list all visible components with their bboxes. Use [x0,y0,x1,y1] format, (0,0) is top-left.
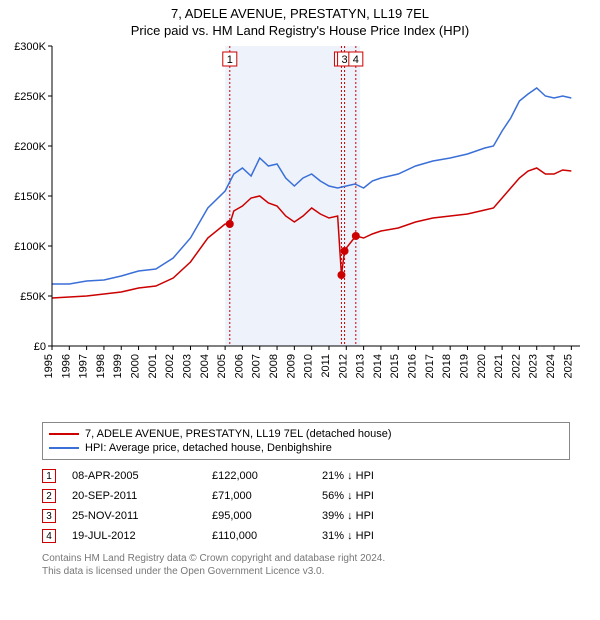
table-row: 2 20-SEP-2011£71,00056% ↓ HPI [42,486,570,506]
svg-text:2017: 2017 [424,354,436,378]
legend-swatch [49,447,79,449]
svg-text:2000: 2000 [130,354,142,378]
svg-text:2002: 2002 [164,354,176,378]
attribution-line1: Contains HM Land Registry data © Crown c… [42,552,570,565]
row-pct: 56% ↓ HPI [322,490,442,502]
svg-text:£200K: £200K [14,141,46,153]
row-index-box: 2 [42,489,56,503]
legend-label: HPI: Average price, detached house, Denb… [85,441,332,455]
chart-area: £0 £50K £100K £150K £200K £250K £300K 1995 1996… [0,38,600,418]
attribution-line2: This data is licensed under the Open Gov… [42,565,570,578]
row-price: £122,000 [212,470,322,482]
svg-text:£300K: £300K [14,41,46,53]
svg-text:1997: 1997 [78,354,90,378]
svg-text:1998: 1998 [95,354,107,378]
svg-text:1995: 1995 [43,354,55,378]
title-subtitle: Price paid vs. HM Land Registry's House … [0,23,600,38]
svg-text:2025: 2025 [562,354,574,378]
down-arrow-icon: ↓ [347,470,353,482]
svg-text:2012: 2012 [337,354,349,378]
legend: 7, ADELE AVENUE, PRESTATYN, LL19 7EL (de… [42,422,570,460]
svg-text:£50K: £50K [20,291,46,303]
down-arrow-icon: ↓ [347,510,353,522]
row-date: 19-JUL-2012 [72,530,212,542]
svg-text:2011: 2011 [320,354,332,378]
chart-svg: £0 £50K £100K £150K £200K £250K £300K 1995 1996… [0,38,600,418]
legend-item: HPI: Average price, detached house, Denb… [49,441,563,455]
svg-text:1996: 1996 [60,354,72,378]
svg-text:2019: 2019 [458,354,470,378]
row-price: £71,000 [212,490,322,502]
svg-text:2009: 2009 [285,354,297,378]
title-block: 7, ADELE AVENUE, PRESTATYN, LL19 7EL Pri… [0,0,600,38]
svg-text:2008: 2008 [268,354,280,378]
row-pct: 21% ↓ HPI [322,470,442,482]
down-arrow-icon: ↓ [347,530,353,542]
svg-text:£150K: £150K [14,191,46,203]
down-arrow-icon: ↓ [347,490,353,502]
row-date: 25-NOV-2011 [72,510,212,522]
svg-text:3: 3 [342,54,348,66]
svg-text:1999: 1999 [112,354,124,378]
row-index-box: 4 [42,529,56,543]
svg-text:2001: 2001 [147,354,159,378]
svg-text:2020: 2020 [476,354,488,378]
svg-text:2021: 2021 [493,354,505,378]
svg-text:2005: 2005 [216,354,228,378]
svg-text:2014: 2014 [372,354,384,378]
svg-text:2023: 2023 [528,354,540,378]
legend-swatch [49,433,79,435]
svg-text:£100K: £100K [14,241,46,253]
legend-item: 7, ADELE AVENUE, PRESTATYN, LL19 7EL (de… [49,427,563,441]
svg-text:£0: £0 [34,341,46,353]
row-index-box: 3 [42,509,56,523]
sales-table: 1 08-APR-2005£122,00021% ↓ HPI 2 20-SEP-201… [42,466,570,546]
table-row: 1 08-APR-2005£122,00021% ↓ HPI [42,466,570,486]
row-price: £110,000 [212,530,322,542]
chart-container: 7, ADELE AVENUE, PRESTATYN, LL19 7EL Pri… [0,0,600,620]
row-date: 08-APR-2005 [72,470,212,482]
row-pct: 39% ↓ HPI [322,510,442,522]
svg-text:2024: 2024 [545,354,557,378]
svg-text:2003: 2003 [181,354,193,378]
svg-text:2018: 2018 [441,354,453,378]
row-index-box: 1 [42,469,56,483]
title-address: 7, ADELE AVENUE, PRESTATYN, LL19 7EL [0,6,600,21]
table-row: 4 19-JUL-2012£110,00031% ↓ HPI [42,526,570,546]
table-row: 3 25-NOV-2011£95,00039% ↓ HPI [42,506,570,526]
svg-text:4: 4 [353,54,359,66]
attribution: Contains HM Land Registry data © Crown c… [42,552,570,578]
svg-text:2007: 2007 [251,354,263,378]
row-price: £95,000 [212,510,322,522]
legend-label: 7, ADELE AVENUE, PRESTATYN, LL19 7EL (de… [85,427,392,441]
svg-text:2015: 2015 [389,354,401,378]
svg-text:2016: 2016 [407,354,419,378]
svg-text:2010: 2010 [303,354,315,378]
svg-text:2022: 2022 [510,354,522,378]
svg-text:£250K: £250K [14,91,46,103]
row-date: 20-SEP-2011 [72,490,212,502]
svg-text:1: 1 [227,54,233,66]
svg-text:2004: 2004 [199,354,211,378]
svg-text:2013: 2013 [355,354,367,378]
svg-text:2006: 2006 [233,354,245,378]
row-pct: 31% ↓ HPI [322,530,442,542]
